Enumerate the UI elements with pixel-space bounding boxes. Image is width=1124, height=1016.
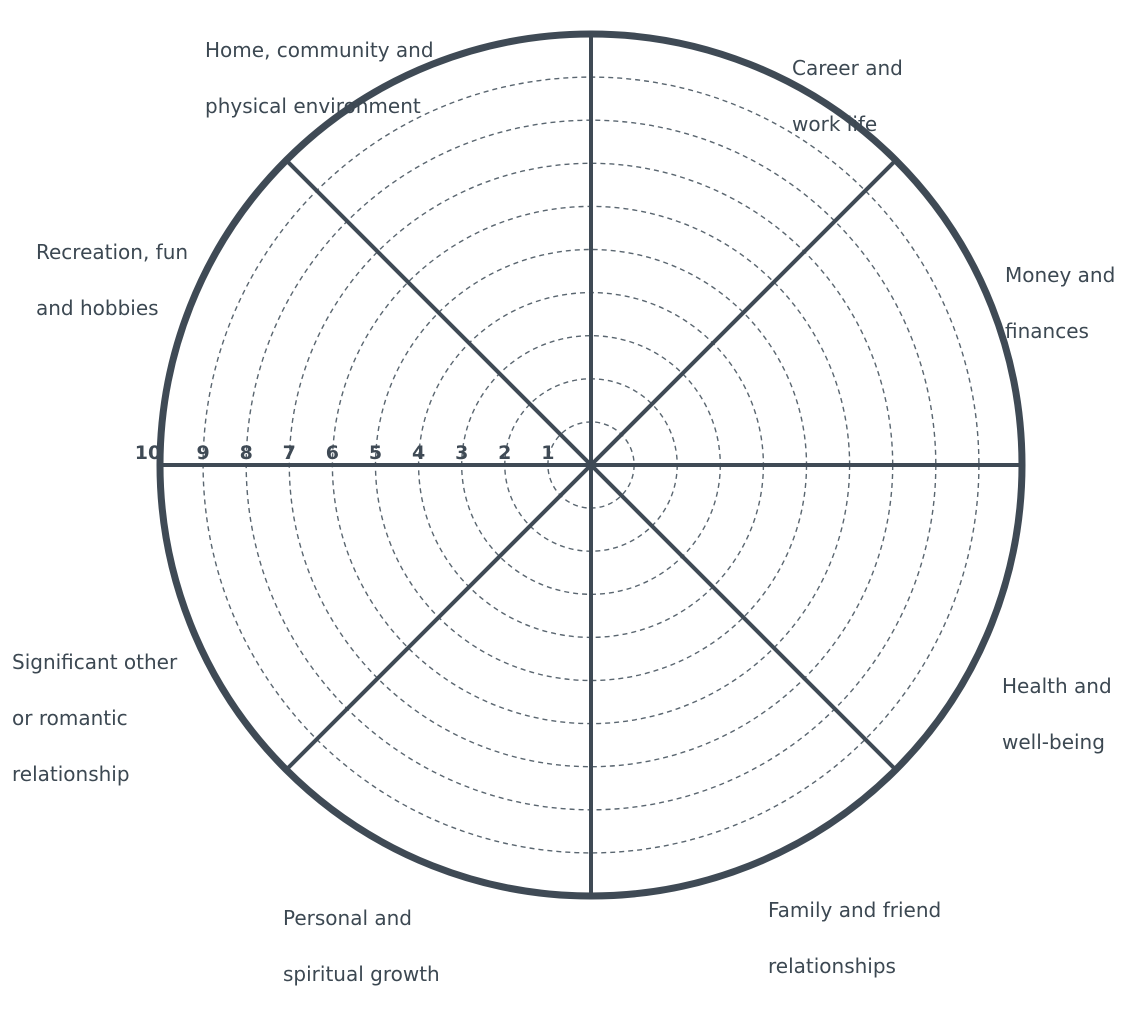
label-health: Health and well-being [1002,674,1112,754]
label-home: Home, community and physical environment [205,38,434,118]
scale-number-1: 1 [541,442,554,464]
scale-numbers: 10 9 8 7 6 5 4 3 2 1 [135,442,555,464]
scale-number-7: 7 [283,442,296,464]
scale-number-6: 6 [326,442,339,464]
label-money: Money and finances [1005,263,1116,343]
outer-circle [156,30,1026,900]
label-personal: Personal and spiritual growth [283,906,440,986]
segment-dividers [160,34,1022,896]
wheel-diagram: 10 9 8 7 6 5 4 3 2 1 [135,30,1026,900]
divider-line-4 [284,158,898,772]
scale-number-9: 9 [196,442,209,464]
scale-number-4: 4 [412,442,425,464]
scale-number-5: 5 [369,442,382,464]
label-significant: Significant other or romantic relationsh… [12,650,178,786]
scale-number-10: 10 [135,442,161,464]
label-career: Career and work life [792,56,903,136]
scale-number-2: 2 [498,442,511,464]
label-recreation: Recreation, fun and hobbies [36,240,189,320]
scale-number-3: 3 [455,442,468,464]
scale-number-8: 8 [240,442,253,464]
label-family: Family and friend relationships [768,898,942,978]
